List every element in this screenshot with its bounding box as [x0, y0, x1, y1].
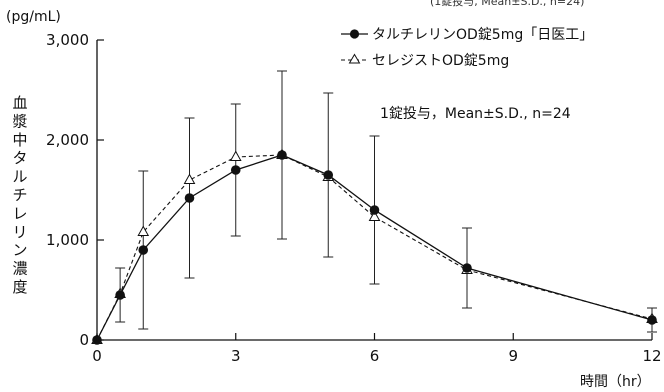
y-axis-label-char: ン [12, 241, 27, 259]
data-point-series-1 [323, 170, 334, 180]
y-axis-label-char: ル [12, 168, 27, 186]
data-point-series-1 [230, 165, 241, 175]
y-axis-label-char: 血 [12, 94, 27, 112]
data-point-series-1 [184, 193, 195, 203]
legend-marker-series-2 [348, 53, 361, 64]
y-tick-label: 0 [79, 331, 89, 349]
y-unit-label: (pg/mL) [6, 9, 61, 25]
legend-label-series-2: セレジストOD錠5mg [372, 53, 509, 69]
series-markers [91, 148, 658, 345]
data-point-series-1 [462, 263, 472, 273]
y-axis-label-char: 度 [12, 278, 27, 296]
y-axis-label-char: レ [12, 204, 27, 222]
data-point-series-1 [138, 245, 149, 255]
y-tick-label: 2,000 [46, 131, 89, 149]
data-point-series-2 [137, 225, 150, 236]
y-axis-label-char: タ [12, 149, 27, 167]
series-line-1 [96, 154, 653, 341]
data-point-series-1 [277, 150, 287, 160]
x-tick-label: 3 [231, 347, 241, 365]
y-axis-label-char: 中 [12, 131, 27, 149]
legend-marker-series-1 [349, 29, 360, 39]
data-point-series-2 [183, 173, 196, 184]
data-point-series-2 [229, 150, 242, 161]
chart-annotation: 1錠投与，Mean±S.D., n=24 [380, 106, 571, 122]
data-point-series-2 [368, 210, 381, 221]
y-axis-label-char: チ [12, 186, 27, 204]
series-lines [96, 154, 653, 341]
y-axis-label-char: リ [12, 223, 27, 241]
x-tick-label: 9 [508, 347, 518, 365]
x-tick-label: 12 [642, 347, 661, 365]
x-axis-label: 時間（hr） [580, 374, 651, 390]
data-point-series-1 [115, 290, 125, 300]
x-tick-label: 0 [92, 347, 102, 365]
x-tick-label: 6 [370, 347, 380, 365]
y-axis-label-char: 漿 [12, 112, 27, 130]
data-point-series-1 [369, 205, 380, 215]
data-point-series-1 [92, 335, 102, 345]
y-axis-label-char: 濃 [12, 260, 27, 278]
top-note-fragment: (1錠投与, Mean±S.D., n=24) [430, 0, 584, 8]
series-line-2 [96, 154, 653, 341]
axis-ticks: 0 1,000 2,000 3,000 0 3 6 9 12 [46, 31, 662, 365]
data-point-series-1 [647, 315, 657, 325]
y-tick-label: 3,000 [46, 31, 89, 49]
legend-label-series-1: タルチレリンOD錠5mg「日医工」 [372, 27, 593, 43]
legend: タルチレリンOD錠5mg「日医工」 セレジストOD錠5mg [341, 27, 593, 69]
y-tick-label: 1,000 [46, 231, 89, 249]
